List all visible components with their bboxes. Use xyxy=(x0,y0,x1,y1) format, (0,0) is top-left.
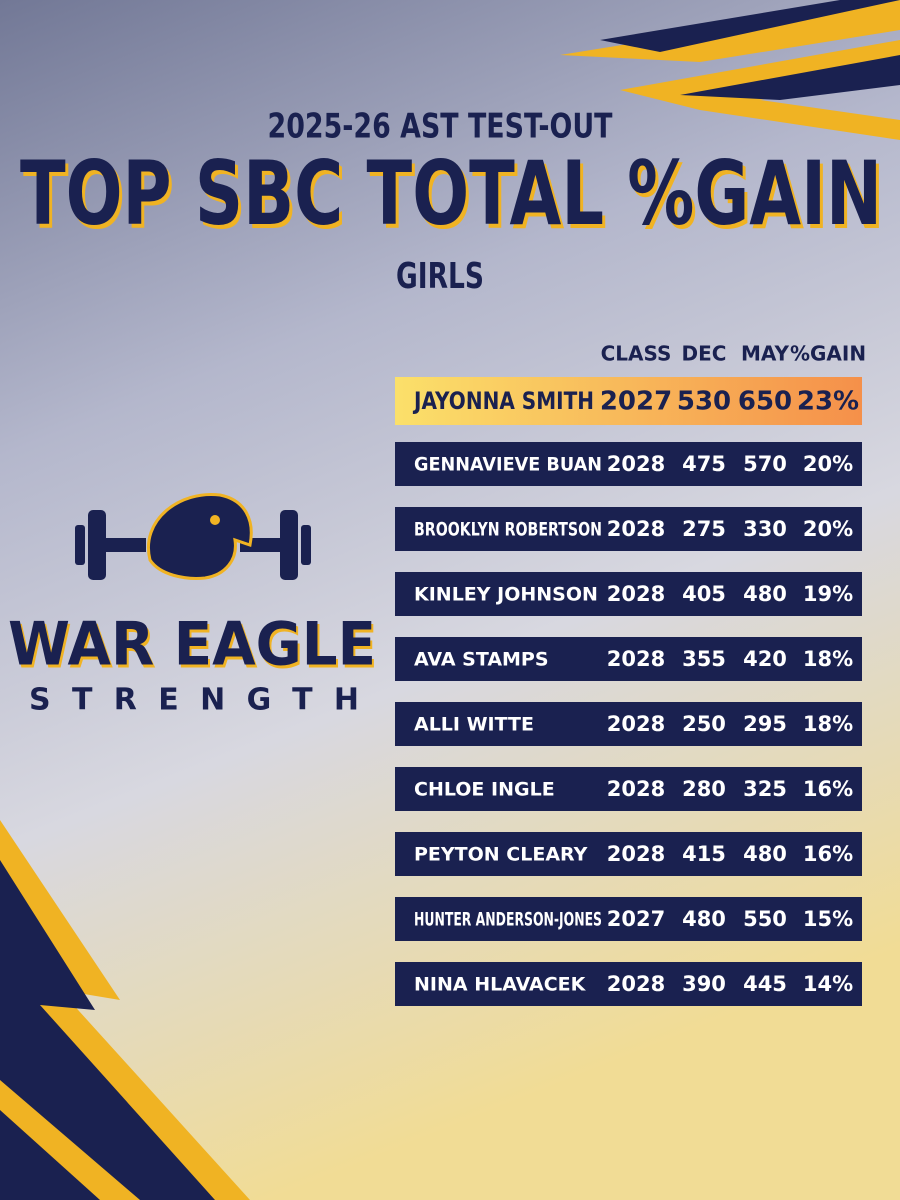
cell: 480 xyxy=(743,582,787,606)
column-header: CLASS xyxy=(601,342,672,366)
cell: 2028 xyxy=(607,842,665,866)
cell: 420 xyxy=(743,647,787,671)
cell: 23% xyxy=(797,387,859,417)
cell: 20% xyxy=(803,452,853,476)
athlete-name: JAYONNA SMITH xyxy=(412,387,594,415)
cell: 16% xyxy=(803,842,853,866)
cell: 18% xyxy=(803,647,853,671)
cell: 2028 xyxy=(607,582,665,606)
row-background xyxy=(395,442,862,486)
cell: 2027 xyxy=(600,387,672,417)
column-header: MAY xyxy=(741,342,789,366)
cell: 2027 xyxy=(607,907,665,931)
athlete-name: BROOKLYN ROBERTSON xyxy=(414,519,602,541)
logo-icon xyxy=(75,492,311,580)
athlete-name: CHLOE INGLE xyxy=(414,779,555,801)
cell: 570 xyxy=(743,452,787,476)
row-background xyxy=(395,702,862,746)
cell: 2028 xyxy=(607,712,665,736)
lightning-bottom xyxy=(0,820,250,1200)
cell: 250 xyxy=(682,712,726,736)
cell: 480 xyxy=(682,907,726,931)
cell: 475 xyxy=(682,452,726,476)
row-background xyxy=(395,637,862,681)
row-background xyxy=(395,767,862,811)
cell: 19% xyxy=(803,582,853,606)
cell: 390 xyxy=(682,972,726,996)
cell: 480 xyxy=(743,842,787,866)
cell: 325 xyxy=(743,777,787,801)
cell: 330 xyxy=(743,517,787,541)
row-background xyxy=(395,572,862,616)
title: TOP SBC TOTAL %GAIN xyxy=(20,142,882,245)
athlete-name: HUNTER ANDERSON-JONES xyxy=(414,909,602,931)
column-header: DEC xyxy=(682,342,727,366)
row-background xyxy=(395,962,862,1006)
athlete-name: NINA HLAVACEK xyxy=(414,974,587,996)
title-shadow: TOP SBC TOTAL %GAIN xyxy=(23,146,885,249)
cell: 530 xyxy=(677,387,731,417)
cell: 415 xyxy=(682,842,726,866)
cell: 15% xyxy=(803,907,853,931)
cell: 445 xyxy=(743,972,787,996)
cell: 16% xyxy=(803,777,853,801)
cell: 280 xyxy=(682,777,726,801)
cell: 14% xyxy=(803,972,853,996)
cell: 355 xyxy=(682,647,726,671)
cell: 20% xyxy=(803,517,853,541)
cell: 550 xyxy=(743,907,787,931)
cell: 405 xyxy=(682,582,726,606)
cell: 2028 xyxy=(607,972,665,996)
athlete-name: GENNAVIEVE BUAN xyxy=(414,454,602,476)
cell: 2028 xyxy=(607,452,665,476)
athlete-name: ALLI WITTE xyxy=(414,714,534,736)
row-background xyxy=(395,832,862,876)
cell: 650 xyxy=(738,387,792,417)
cell: 2028 xyxy=(607,647,665,671)
athlete-name: AVA STAMPS xyxy=(414,649,549,671)
group-label: GIRLS xyxy=(396,256,484,297)
highlight-row xyxy=(395,377,862,425)
cell: 18% xyxy=(803,712,853,736)
logo-name-shadow: WAR EAGLE xyxy=(10,613,378,683)
cell: 295 xyxy=(743,712,787,736)
row-background xyxy=(395,897,862,941)
athlete-name: PEYTON CLEARY xyxy=(414,844,588,866)
cell: 275 xyxy=(682,517,726,541)
subtitle: 2025-26 AST TEST-OUT xyxy=(268,107,614,147)
athlete-name: KINLEY JOHNSON xyxy=(414,584,598,606)
logo-name: WAR EAGLE xyxy=(8,610,376,680)
column-header: %GAIN xyxy=(790,342,866,366)
lightning-top xyxy=(560,0,900,140)
cell: 2028 xyxy=(607,517,665,541)
cell: 2028 xyxy=(607,777,665,801)
row-background xyxy=(395,507,862,551)
